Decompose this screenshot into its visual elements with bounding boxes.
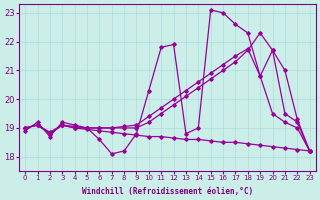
X-axis label: Windchill (Refroidissement éolien,°C): Windchill (Refroidissement éolien,°C): [82, 187, 253, 196]
